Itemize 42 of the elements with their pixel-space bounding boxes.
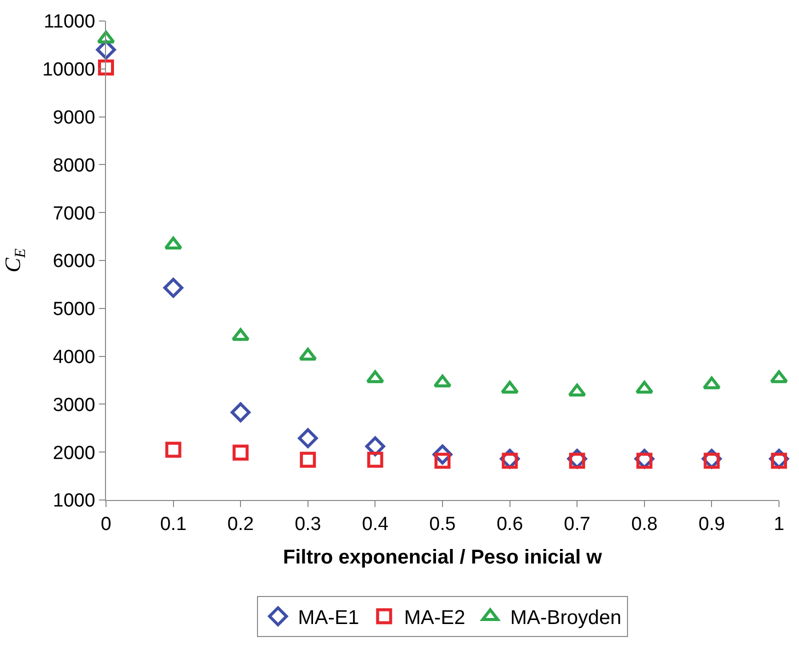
- y-tick-label: 7000: [52, 203, 96, 224]
- point: [164, 236, 182, 250]
- x-tick-label: 1: [774, 514, 784, 535]
- legend-label: MA-Broyden: [510, 607, 622, 630]
- y-tick-label: 10000: [42, 60, 96, 81]
- legend-label: MA-E1: [298, 607, 360, 630]
- y-tick-label: 8000: [52, 155, 96, 176]
- point: [232, 444, 249, 461]
- x-tick-label: 0.1: [160, 514, 187, 535]
- y-tick-label: 5000: [52, 299, 96, 320]
- point: [367, 452, 384, 468]
- x-axis-title: Filtro exponencial / Peso inicial w: [283, 546, 602, 568]
- point: [298, 348, 317, 361]
- point: [230, 402, 251, 422]
- point: [500, 380, 519, 394]
- y-tick-label: 11000: [44, 12, 96, 33]
- legend-label: MA-E2: [404, 607, 466, 630]
- point: [163, 278, 184, 298]
- point: [366, 370, 384, 384]
- x-tick-label: 0.6: [496, 514, 524, 535]
- x-tick-label: 0.7: [564, 514, 590, 535]
- x-tick-label: 0: [100, 514, 112, 535]
- x-tick-label: 0.3: [294, 514, 322, 535]
- y-tick-label: 1000: [52, 490, 96, 512]
- y-tick-label: 4000: [52, 346, 96, 368]
- point: [770, 370, 788, 384]
- x-tick-label: 0.2: [227, 514, 254, 535]
- point: [702, 376, 721, 390]
- x-tick-label: 0.4: [362, 514, 389, 535]
- x-tick-label: 0.9: [698, 514, 725, 535]
- x-tick-label: 0.8: [631, 514, 658, 535]
- x-tick-label: 0.5: [429, 514, 456, 535]
- point: [568, 384, 586, 396]
- point: [165, 442, 182, 458]
- point: [300, 452, 316, 468]
- point: [635, 380, 654, 394]
- y-tick-label: 6000: [52, 251, 96, 272]
- y-tick-label: 3000: [52, 394, 96, 416]
- point: [232, 328, 250, 341]
- y-tick-label: 2000: [52, 442, 96, 464]
- point: [298, 428, 318, 448]
- y-tick-label: 9000: [52, 107, 96, 128]
